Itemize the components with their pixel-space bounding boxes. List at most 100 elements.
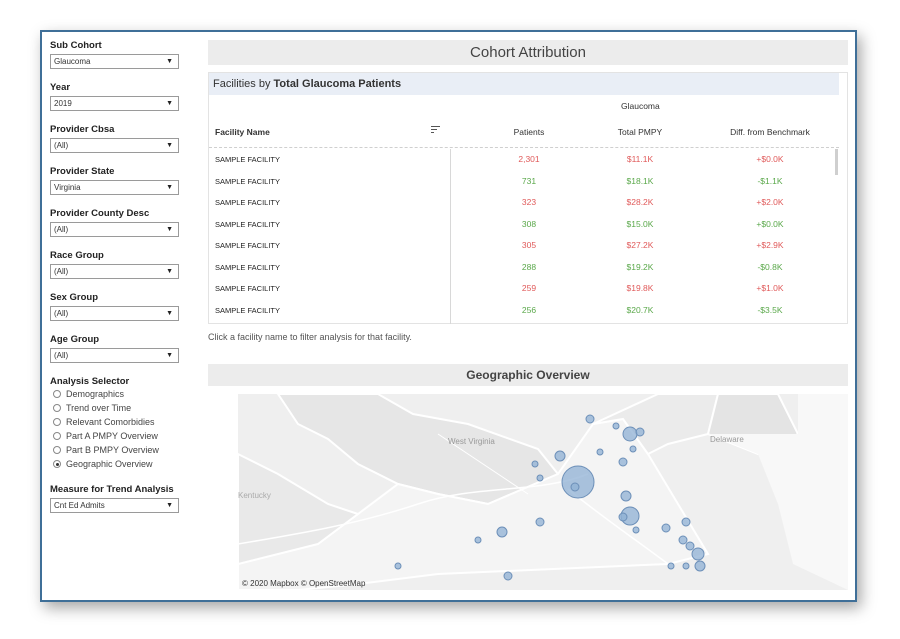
table-row[interactable]: SAMPLE FACILITY 323 $28.2K +$2.0K <box>209 192 839 214</box>
facility-bubble[interactable] <box>585 414 595 424</box>
table-row[interactable]: SAMPLE FACILITY 256 $20.7K -$3.5K <box>209 300 839 322</box>
facility-bubble[interactable] <box>554 450 566 462</box>
filter-value: Glaucoma <box>54 57 91 66</box>
facility-bubble[interactable] <box>682 562 690 570</box>
facility-name[interactable]: SAMPLE FACILITY <box>215 219 281 229</box>
diff-cell: -$1.1K <box>757 175 783 186</box>
filter-dropdown[interactable]: Glaucoma ▼ <box>50 54 179 69</box>
facility-bubble[interactable] <box>681 517 691 527</box>
filter-label: Age Group <box>50 334 100 345</box>
facility-name[interactable]: SAMPLE FACILITY <box>215 305 281 315</box>
table-row[interactable]: SAMPLE FACILITY 308 $15.0K +$0.0K <box>209 214 839 236</box>
radio-icon[interactable] <box>53 418 61 426</box>
filter-age-group: Age Group (All) ▼ <box>50 334 182 363</box>
facility-name[interactable]: SAMPLE FACILITY <box>215 284 281 293</box>
facility-bubble[interactable] <box>535 517 545 527</box>
filter-dropdown[interactable]: 2019 ▼ <box>50 96 179 111</box>
filter-dropdown[interactable]: (All) ▼ <box>50 138 179 153</box>
radio-option[interactable]: Trend over Time <box>50 401 182 415</box>
measure-dropdown[interactable]: Cnt Ed Admits ▼ <box>50 498 179 513</box>
map-road <box>238 473 589 545</box>
facility-bubble[interactable] <box>612 422 620 430</box>
table-row[interactable]: SAMPLE FACILITY 305 $27.2K +$2.9K <box>209 235 839 257</box>
diff-cell: +$1.0K <box>756 283 784 293</box>
diff-cell: -$0.8K <box>757 261 783 272</box>
diff-cell: -$3.5K <box>757 304 783 315</box>
filter-dropdown[interactable]: (All) ▼ <box>50 306 179 321</box>
facility-bubble[interactable] <box>694 560 706 572</box>
facility-bubble[interactable] <box>474 536 482 544</box>
patients-cell: 2,301 <box>518 154 540 164</box>
radio-option[interactable]: Relevant Comorbidies <box>50 415 182 429</box>
radio-icon[interactable] <box>53 390 61 398</box>
map-state-maryland <box>592 394 720 456</box>
radio-icon[interactable] <box>53 404 61 412</box>
radio-icon[interactable] <box>53 446 61 454</box>
table-row[interactable]: SAMPLE FACILITY 731 $18.1K -$1.1K <box>209 171 839 193</box>
radio-icon[interactable] <box>53 460 61 468</box>
map-canvas[interactable]: West Virginia Delaware Kentucky <box>238 394 848 590</box>
facility-name[interactable]: SAMPLE FACILITY <box>215 155 281 164</box>
radio-option[interactable]: Part B PMPY Overview <box>50 443 182 457</box>
facility-name[interactable]: SAMPLE FACILITY <box>215 262 281 272</box>
patients-cell: 308 <box>521 218 537 229</box>
facility-bubble[interactable] <box>635 427 645 437</box>
radio-label: Relevant Comorbidies <box>66 417 155 427</box>
scrollbar[interactable] <box>835 149 838 175</box>
facility-bubble[interactable] <box>685 541 695 551</box>
radio-option[interactable]: Geographic Overview <box>50 457 182 471</box>
facility-bubble[interactable] <box>618 457 628 467</box>
filter-provider-cbsa: Provider Cbsa (All) ▼ <box>50 124 182 153</box>
column-header-diff[interactable]: Diff. from Benchmark <box>730 127 810 137</box>
facility-bubble[interactable] <box>620 490 632 502</box>
facility-bubble[interactable] <box>570 482 580 492</box>
facility-bubble[interactable] <box>629 445 637 453</box>
facility-bubble[interactable] <box>691 547 705 561</box>
facility-bubble[interactable] <box>661 523 671 533</box>
facility-bubble[interactable] <box>622 426 638 442</box>
facility-bubble[interactable] <box>503 571 513 581</box>
column-header-patients[interactable]: Patients <box>513 127 545 137</box>
radio-label: Demographics <box>66 389 125 399</box>
facility-bubble[interactable] <box>596 448 604 456</box>
filter-dropdown[interactable]: (All) ▼ <box>50 348 179 363</box>
facility-name[interactable]: SAMPLE FACILITY <box>215 198 281 207</box>
column-group-label: Glaucoma <box>621 101 660 111</box>
facility-bubble[interactable] <box>536 474 544 482</box>
facility-bubble[interactable] <box>678 535 688 545</box>
filter-dropdown[interactable]: (All) ▼ <box>50 264 179 279</box>
measure-label: Measure for Trend Analysis <box>50 484 174 495</box>
filter-year: Year 2019 ▼ <box>50 82 182 111</box>
analysis-selector: Analysis Selector Demographics Trend over… <box>50 376 182 471</box>
radio-option[interactable]: Part A PMPY Overview <box>50 429 182 443</box>
facility-name[interactable]: SAMPLE FACILITY <box>215 241 281 250</box>
filter-value: (All) <box>54 267 69 276</box>
facility-bubble[interactable] <box>632 526 640 534</box>
filter-dropdown[interactable]: (All) ▼ <box>50 222 179 237</box>
filter-value: (All) <box>54 225 69 234</box>
facility-bubble[interactable] <box>618 512 628 522</box>
geographic-map[interactable]: West Virginia Delaware Kentucky © 2020 M… <box>238 394 848 590</box>
facility-bubble[interactable] <box>561 465 595 499</box>
facility-bubble[interactable] <box>496 526 508 538</box>
table-row[interactable]: SAMPLE FACILITY 2,301 $11.1K +$0.0K <box>209 149 839 171</box>
column-header-facility[interactable]: Facility Name <box>215 127 270 137</box>
radio-icon[interactable] <box>53 432 61 440</box>
diff-cell: +$2.0K <box>756 197 784 207</box>
table-row[interactable]: SAMPLE FACILITY 288 $19.2K -$0.8K <box>209 257 839 279</box>
facility-bubble[interactable] <box>394 562 402 570</box>
radio-option[interactable]: Demographics <box>50 387 182 401</box>
pmpy-cell: $20.7K <box>626 304 654 315</box>
facility-bubble[interactable] <box>531 460 539 468</box>
facility-bubble[interactable] <box>667 562 675 570</box>
table-title-prefix: Facilities by <box>213 78 274 90</box>
table-row[interactable]: SAMPLE FACILITY 259 $19.8K +$1.0K <box>209 278 839 300</box>
page-title: Cohort Attribution <box>208 40 848 65</box>
pmpy-cell: $11.1K <box>626 154 654 164</box>
filter-dropdown[interactable]: Virginia ▼ <box>50 180 179 195</box>
column-header-pmpy[interactable]: Total PMPY <box>617 127 663 137</box>
filter-value: Virginia <box>54 183 81 192</box>
filter-value: (All) <box>54 351 69 360</box>
facility-name[interactable]: SAMPLE FACILITY <box>215 176 281 186</box>
sort-icon[interactable] <box>431 126 440 135</box>
